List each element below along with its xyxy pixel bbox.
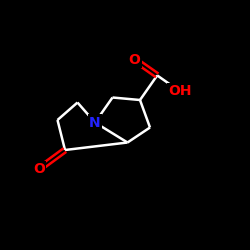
Text: N: N — [89, 116, 101, 130]
Text: O: O — [33, 162, 45, 176]
Text: OH: OH — [168, 84, 192, 98]
Text: O: O — [129, 53, 140, 67]
